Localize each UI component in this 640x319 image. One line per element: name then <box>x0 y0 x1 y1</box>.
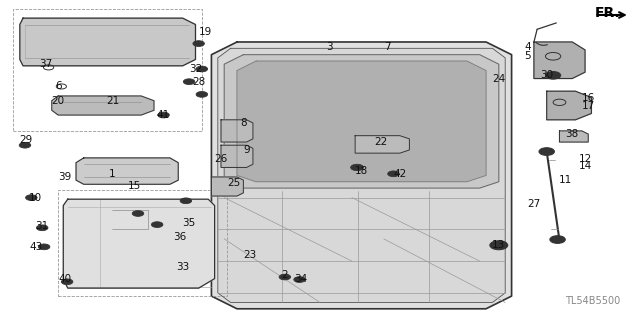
Polygon shape <box>224 55 499 188</box>
Text: 25: 25 <box>227 178 241 188</box>
Circle shape <box>545 71 561 79</box>
Text: TL54B5500: TL54B5500 <box>565 296 620 306</box>
Text: 16: 16 <box>582 93 595 103</box>
Circle shape <box>19 142 31 148</box>
Circle shape <box>152 222 163 227</box>
Circle shape <box>38 244 50 250</box>
Text: 19: 19 <box>198 27 212 37</box>
Text: 37: 37 <box>39 59 52 69</box>
Text: 35: 35 <box>182 218 196 228</box>
Polygon shape <box>237 61 486 182</box>
Circle shape <box>539 148 554 155</box>
Polygon shape <box>211 42 511 309</box>
Text: 22: 22 <box>374 137 387 147</box>
Text: 43: 43 <box>29 242 42 252</box>
Circle shape <box>61 279 73 285</box>
Text: 38: 38 <box>566 129 579 139</box>
Circle shape <box>490 241 508 250</box>
Circle shape <box>388 171 399 177</box>
Text: 7: 7 <box>384 42 390 52</box>
Text: 12: 12 <box>579 154 591 165</box>
Text: 32: 32 <box>189 64 202 74</box>
Polygon shape <box>63 199 214 288</box>
Text: 27: 27 <box>527 199 541 209</box>
Text: 42: 42 <box>393 169 406 179</box>
Text: 10: 10 <box>29 193 42 203</box>
Polygon shape <box>20 18 195 66</box>
Text: 3: 3 <box>326 42 333 52</box>
Text: 28: 28 <box>192 77 205 87</box>
Circle shape <box>550 236 565 243</box>
Text: 31: 31 <box>36 221 49 231</box>
Polygon shape <box>218 48 505 302</box>
Bar <box>13 9 202 131</box>
Circle shape <box>279 274 291 280</box>
Text: 30: 30 <box>540 70 553 80</box>
Polygon shape <box>221 145 253 167</box>
Text: 26: 26 <box>214 154 228 165</box>
Circle shape <box>196 92 207 97</box>
Text: 41: 41 <box>157 110 170 120</box>
Polygon shape <box>211 177 243 196</box>
Polygon shape <box>355 136 410 153</box>
Text: 14: 14 <box>579 161 591 171</box>
Circle shape <box>36 225 48 231</box>
Text: 29: 29 <box>20 136 33 145</box>
Text: 4: 4 <box>524 42 531 52</box>
Circle shape <box>180 198 191 204</box>
Text: 1: 1 <box>109 169 116 179</box>
Polygon shape <box>52 96 154 115</box>
Text: 40: 40 <box>58 274 71 284</box>
Circle shape <box>362 142 374 148</box>
Polygon shape <box>547 91 591 120</box>
Text: 5: 5 <box>524 51 531 61</box>
Text: 33: 33 <box>176 263 189 272</box>
Text: 6: 6 <box>55 81 61 92</box>
Polygon shape <box>559 131 588 142</box>
Polygon shape <box>221 120 253 142</box>
Text: 21: 21 <box>106 96 119 106</box>
Text: 34: 34 <box>294 274 307 284</box>
Text: 13: 13 <box>492 240 506 250</box>
Text: 23: 23 <box>243 250 257 260</box>
Text: 15: 15 <box>128 182 141 191</box>
Text: 24: 24 <box>492 73 506 84</box>
Circle shape <box>183 79 195 85</box>
Text: 36: 36 <box>173 232 186 242</box>
Circle shape <box>158 112 170 118</box>
Circle shape <box>26 195 37 200</box>
Text: FR.: FR. <box>595 6 620 20</box>
Bar <box>58 190 227 296</box>
Circle shape <box>294 277 305 282</box>
Polygon shape <box>76 158 178 184</box>
Text: 11: 11 <box>559 175 573 185</box>
Text: 20: 20 <box>52 96 65 106</box>
Text: 2: 2 <box>282 271 288 280</box>
Text: 39: 39 <box>58 172 71 182</box>
Text: 8: 8 <box>240 118 246 128</box>
Text: 18: 18 <box>355 166 368 176</box>
Text: 17: 17 <box>582 100 595 110</box>
Polygon shape <box>534 42 585 78</box>
Circle shape <box>132 211 144 216</box>
Circle shape <box>196 66 207 72</box>
Text: 9: 9 <box>243 145 250 155</box>
Circle shape <box>351 164 364 171</box>
Circle shape <box>193 41 204 47</box>
